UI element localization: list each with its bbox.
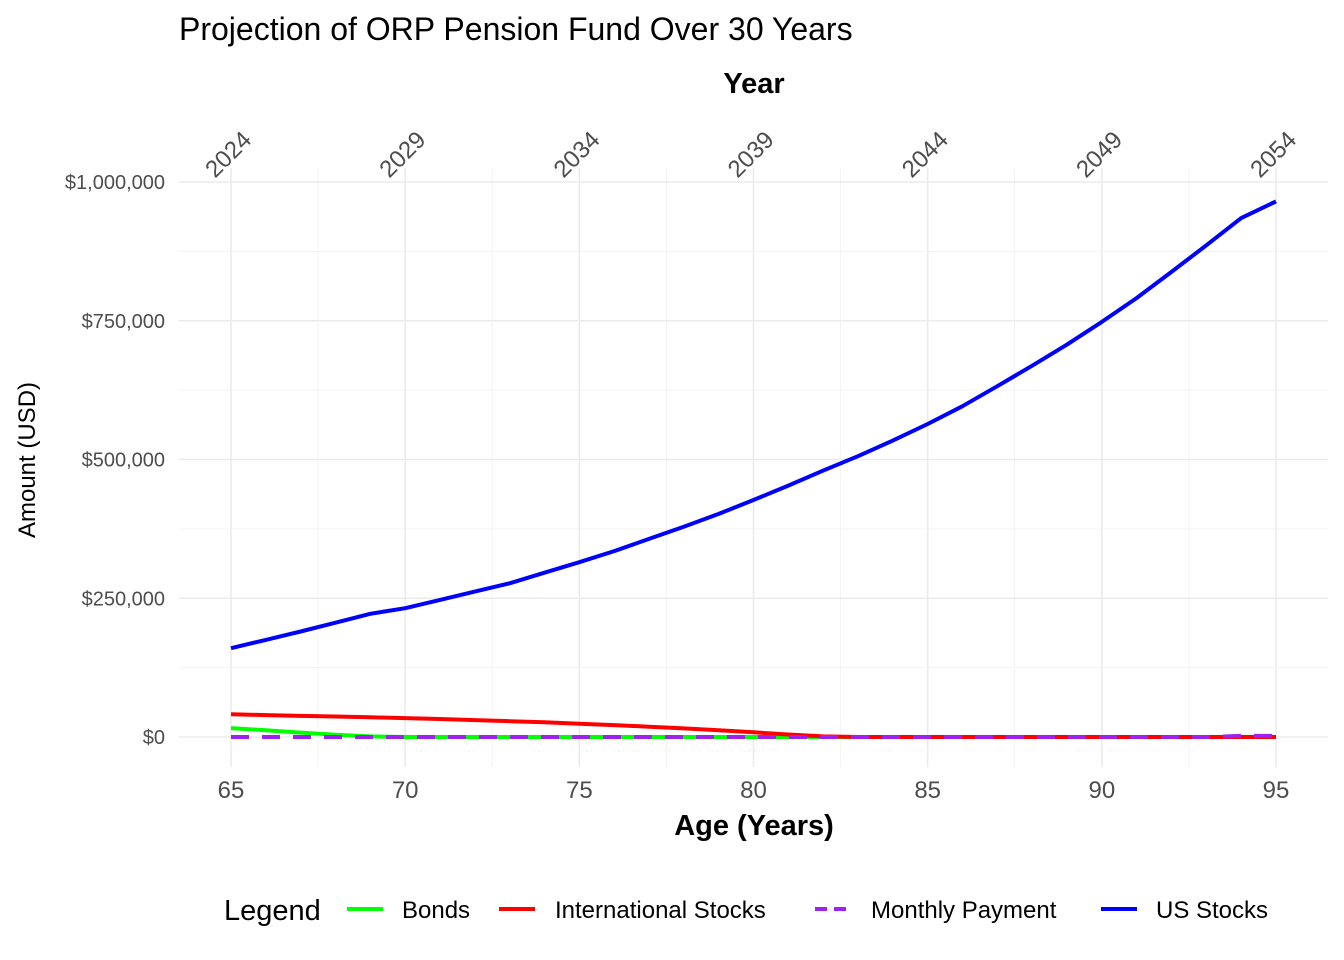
y-tick-label: $0 (143, 727, 165, 749)
x-tick-label: 90 (1088, 777, 1115, 804)
grid-lines (179, 168, 1328, 767)
series-lines (230, 199, 1277, 739)
x-axis-title: Age (Years) (674, 810, 834, 842)
top-axis-ticks: 2024 2029 2034 2039 2044 2049 2054 (200, 126, 1302, 183)
y-axis-title: Amount (USD) (14, 382, 41, 538)
top-axis-title: Year (723, 68, 784, 100)
series-line-monthly-payment (231, 733, 1276, 739)
legend-label-bonds: Bonds (402, 897, 470, 924)
x-tick-label: 85 (914, 777, 941, 804)
series-line-us-stocks (230, 199, 1277, 651)
x-tick-label: 70 (392, 777, 419, 804)
top-tick-label: 2024 (200, 126, 257, 183)
top-tick-label: 2049 (1071, 126, 1128, 183)
top-tick-label: 2034 (549, 126, 606, 183)
top-tick-label: 2029 (374, 126, 431, 183)
y-tick-label: $1,000,000 (65, 172, 165, 194)
top-tick-label: 2044 (897, 126, 954, 183)
chart-title: Projection of ORP Pension Fund Over 30 Y… (179, 11, 853, 47)
x-tick-label: 80 (740, 777, 767, 804)
y-axis-ticks: $0 $250,000 $500,000 $750,000 $1,000,000 (65, 172, 165, 749)
y-tick-label: $250,000 (82, 588, 165, 610)
y-tick-label: $750,000 (82, 311, 165, 333)
y-tick-label: $500,000 (82, 450, 165, 472)
legend: Legend Bonds International Stocks Monthl… (224, 895, 1268, 927)
legend-label-us-stocks: US Stocks (1156, 897, 1268, 924)
top-tick-label: 2054 (1245, 126, 1302, 183)
legend-label-international-stocks: International Stocks (555, 897, 766, 924)
x-tick-label: 65 (218, 777, 245, 804)
top-tick-label: 2039 (723, 126, 780, 183)
legend-label-monthly-payment: Monthly Payment (871, 897, 1057, 924)
x-axis-ticks: 65 70 75 80 85 90 95 (218, 777, 1290, 804)
x-tick-label: 75 (566, 777, 593, 804)
x-tick-label: 95 (1263, 777, 1290, 804)
legend-title: Legend (224, 895, 321, 927)
